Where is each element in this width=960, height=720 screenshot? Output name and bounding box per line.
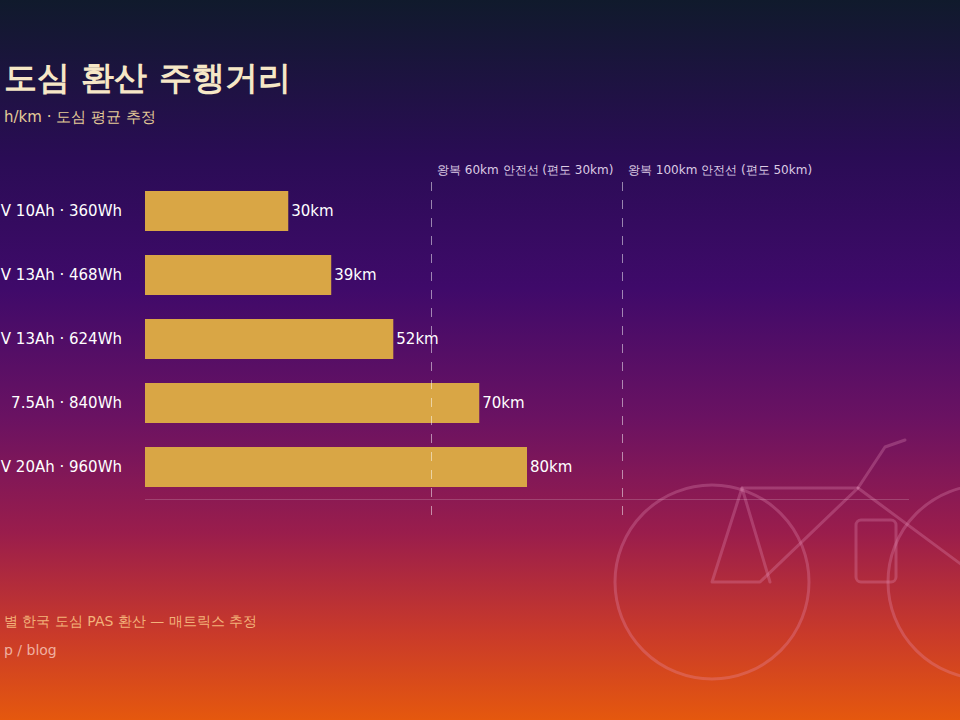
svg-text:왕복 100km 안전선 (편도 50km): 왕복 100km 안전선 (편도 50km) [628, 163, 812, 177]
html-text:h/km · 도심 평균 추정: h/km · 도심 평균 추정 [4, 108, 156, 126]
svg-text:39km: 39km [334, 266, 376, 284]
svg-text:7.5Ah · 840Wh: 7.5Ah · 840Wh [11, 394, 122, 412]
svg-text:52km: 52km [396, 330, 438, 348]
svg-text:80km: 80km [530, 458, 572, 476]
html-text:도심 환산 주행거리: 도심 환산 주행거리 [4, 58, 291, 97]
svg-text:V 13Ah · 624Wh: V 13Ah · 624Wh [1, 330, 122, 348]
svg-text:왕복 60km 안전선 (편도 30km): 왕복 60km 안전선 (편도 30km) [437, 163, 613, 177]
svg-text:30km: 30km [291, 202, 333, 220]
svg-text:V 13Ah · 468Wh: V 13Ah · 468Wh [1, 266, 122, 284]
svg-text:V 20Ah · 960Wh: V 20Ah · 960Wh [1, 458, 122, 476]
svg-text:V 10Ah · 360Wh: V 10Ah · 360Wh [1, 202, 122, 220]
html-text:별 한국 도심 PAS 환산 — 매트릭스 추정: 별 한국 도심 PAS 환산 — 매트릭스 추정 [4, 613, 258, 629]
svg-text:70km: 70km [482, 394, 524, 412]
html-text:p / blog: p / blog [4, 642, 57, 658]
